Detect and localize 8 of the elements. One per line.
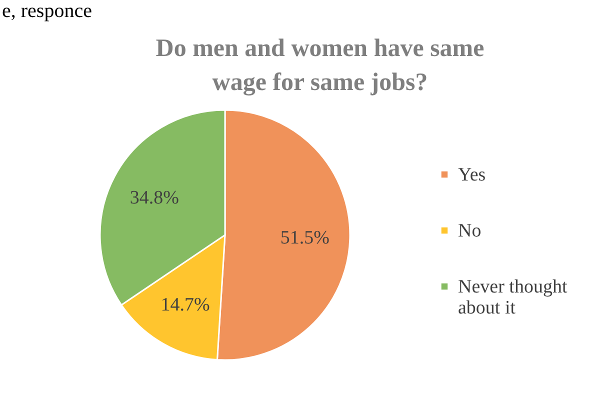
- data-label: 34.8%: [130, 187, 180, 208]
- legend-label: Never thought about it: [458, 276, 568, 318]
- legend-label: No: [458, 220, 482, 242]
- text: e, responce: [2, 0, 92, 23]
- data-label: 51.5%: [280, 227, 330, 248]
- chart-title: Do men and women have same wage for same jobs?: [156, 35, 484, 96]
- legend-label: Yes: [458, 164, 486, 186]
- data-label: 14.7%: [160, 294, 210, 316]
